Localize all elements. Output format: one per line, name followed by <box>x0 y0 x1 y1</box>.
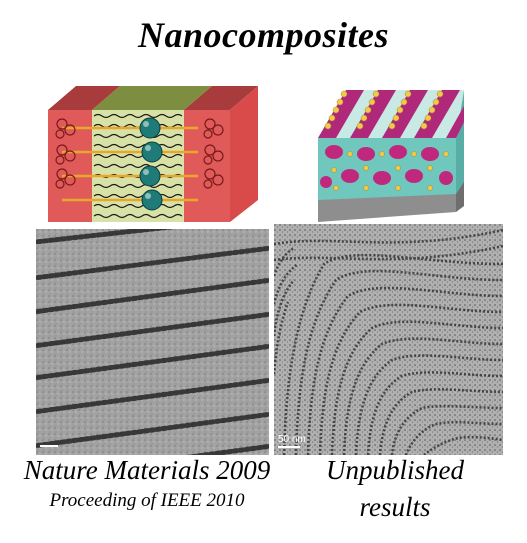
cylindrical-nanocomposite-film-icon <box>306 82 466 222</box>
page-title: Nanocomposites <box>137 15 389 55</box>
lamellar-block-copolymer-nanoparticle-icon <box>48 82 280 222</box>
tem-image-cylinders: 50 nm <box>274 224 503 455</box>
caption-unpublished: Unpublished <box>326 455 464 485</box>
caption-ieee-proceeding: Proceeding of IEEE 2010 <box>49 490 245 511</box>
scale-bar-label: 50 nm <box>278 434 306 445</box>
caption-nature-materials: Nature Materials 2009 <box>23 455 271 485</box>
tem-image-lamellar <box>36 229 269 455</box>
caption-results: results <box>359 492 431 522</box>
